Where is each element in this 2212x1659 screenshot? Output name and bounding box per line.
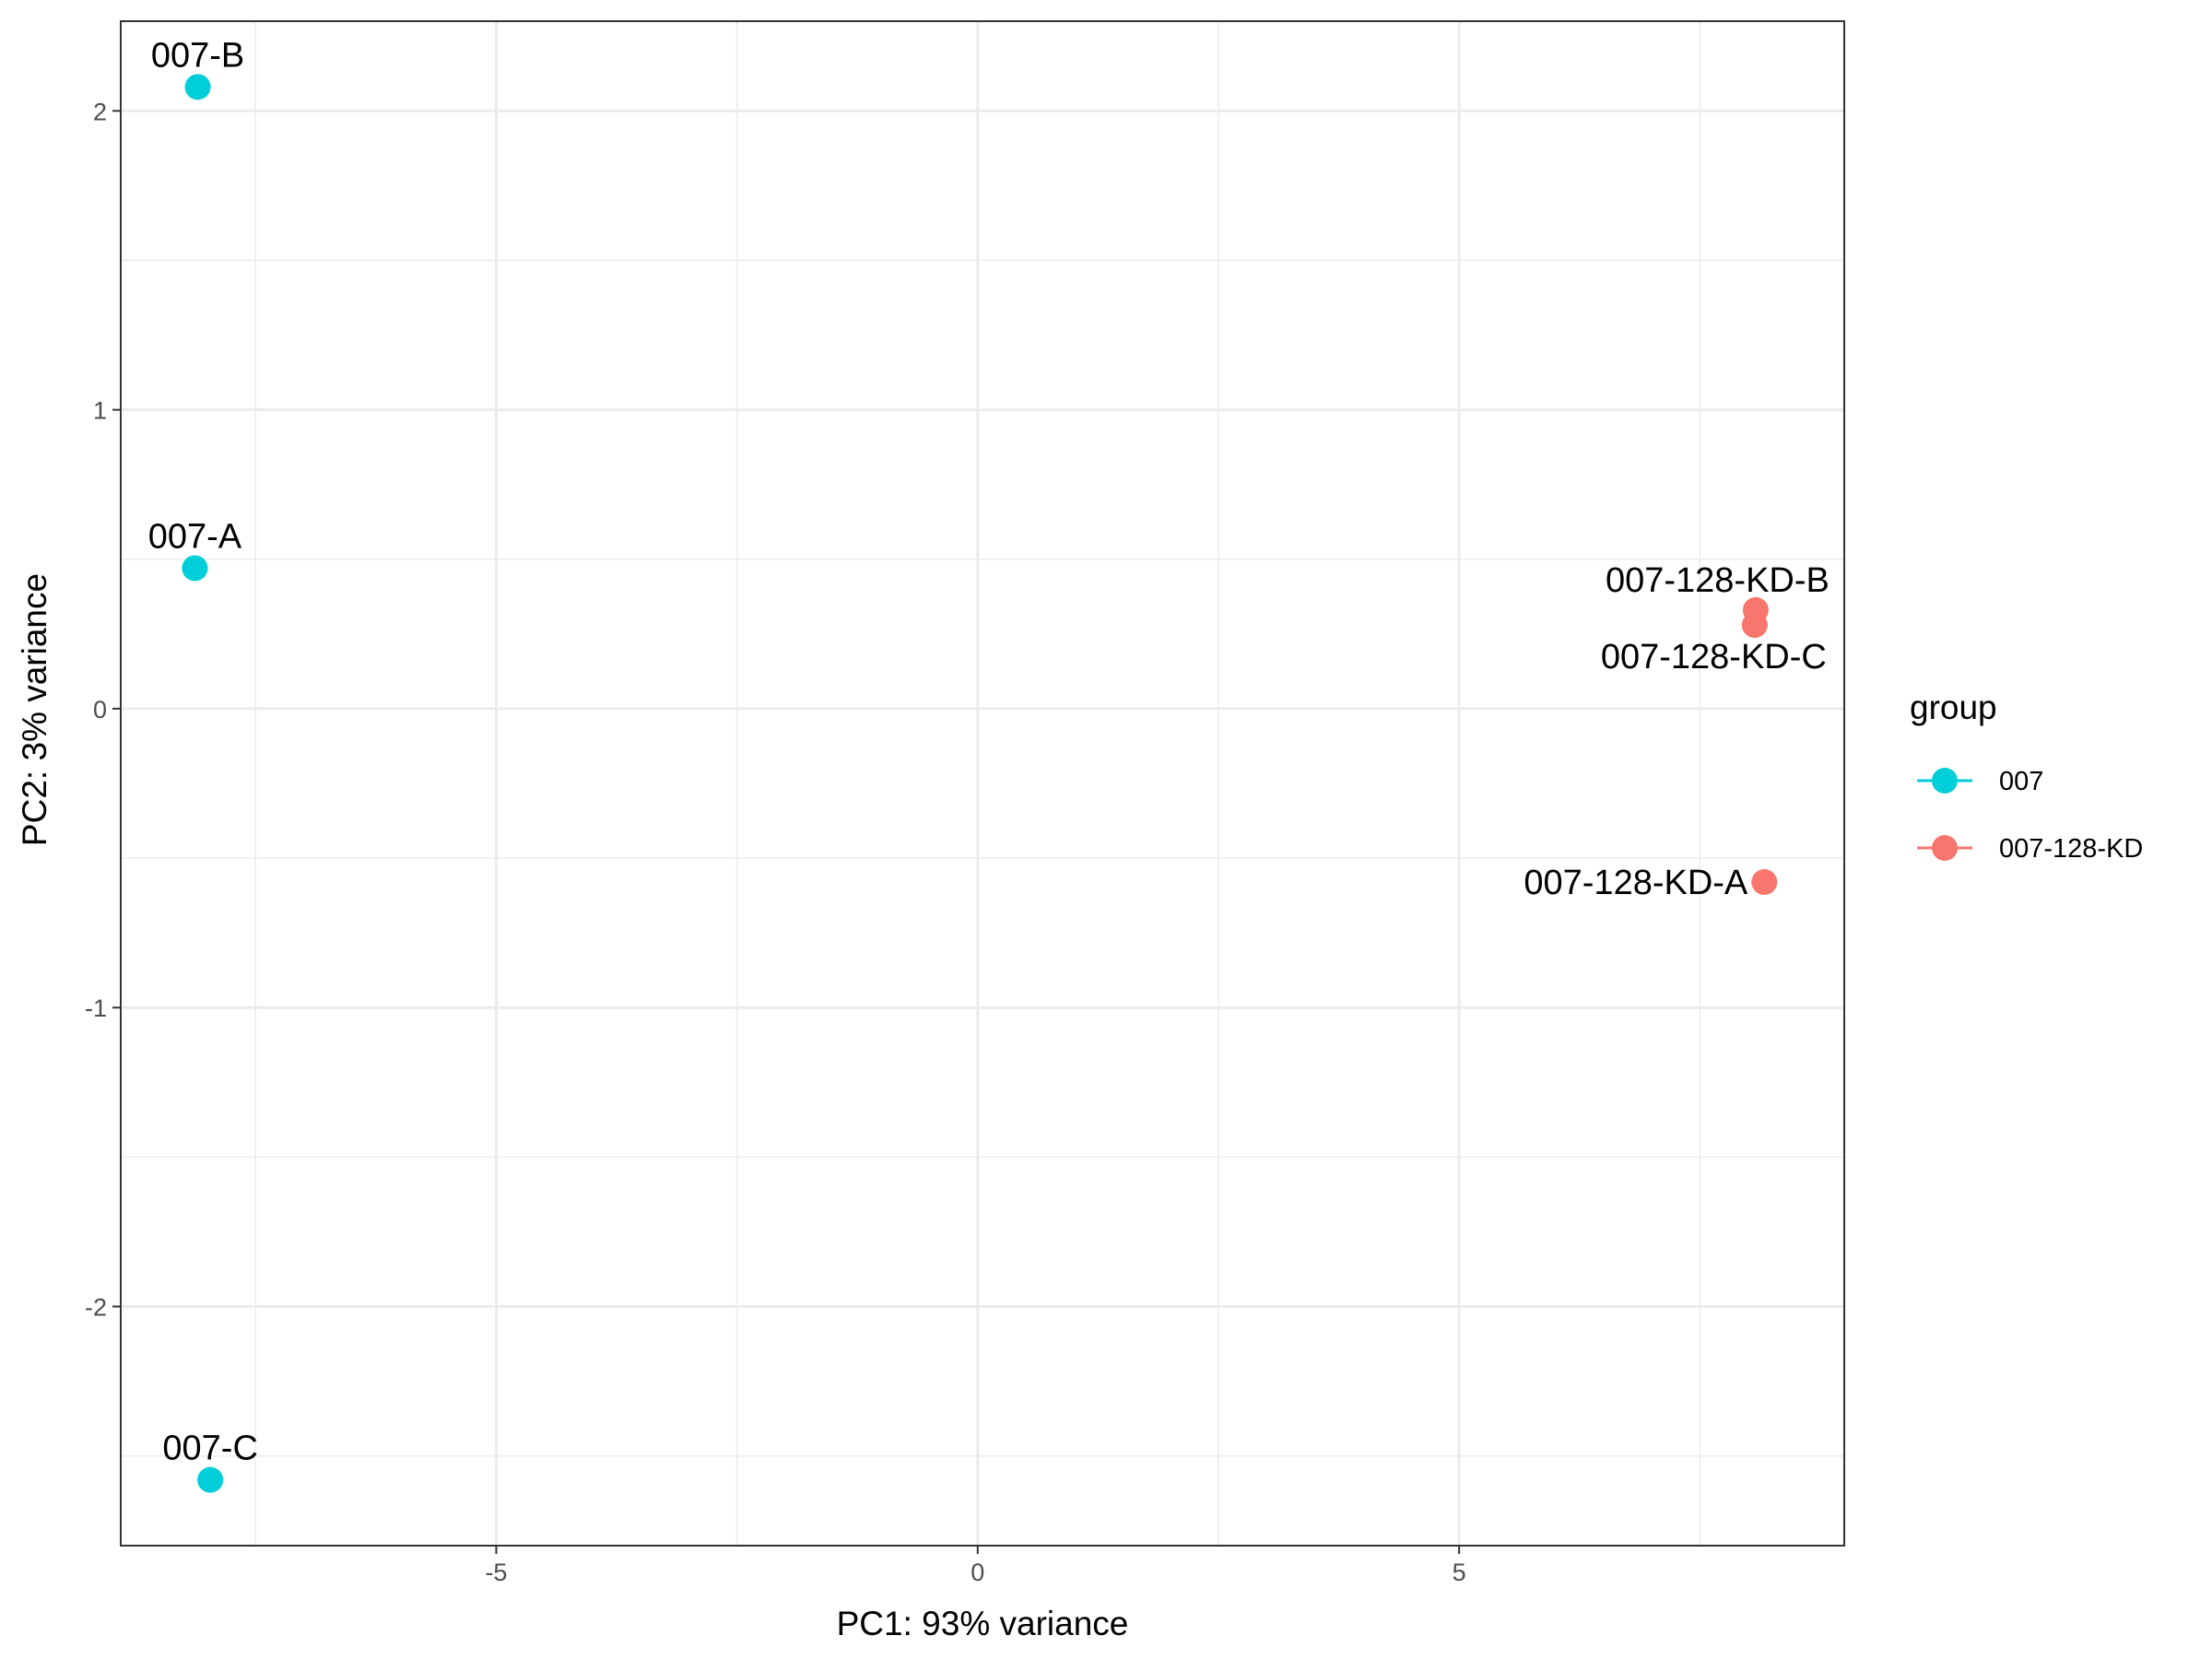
x-axis-title: PC1: 93% variance xyxy=(837,1605,1129,1642)
point-label: 007-C xyxy=(162,1430,258,1468)
y-tick-label: 1 xyxy=(93,397,107,425)
point-labels: 007-B 007-A 007-C 007-128-KD-B 007-128-KD-C 0… xyxy=(148,36,1830,1467)
data-point xyxy=(182,555,208,582)
data-point xyxy=(1751,869,1778,896)
point-label: 007-128-KD-B xyxy=(1606,561,1830,600)
plot-panel-border xyxy=(120,20,1845,1547)
point-label: 007-128-KD-A xyxy=(1524,864,1748,902)
x-axis-ticks: -5 0 5 xyxy=(485,1546,1466,1586)
legend-key-point xyxy=(1932,768,1958,794)
legend-entry-label: 007 xyxy=(1999,767,2043,796)
legend-title: group xyxy=(1910,688,1997,726)
x-tick-label: -5 xyxy=(485,1559,507,1586)
data-point xyxy=(197,1466,224,1493)
legend: group 007 007-128-KD xyxy=(1910,688,2143,864)
point-label: 007-128-KD-C xyxy=(1601,638,1827,677)
legend-key-point xyxy=(1932,835,1958,861)
x-tick-label: 5 xyxy=(1453,1559,1466,1586)
y-tick-label: -1 xyxy=(85,994,107,1022)
y-tick-label: -2 xyxy=(85,1294,107,1322)
y-axis-ticks: -2 -1 0 1 2 xyxy=(85,98,121,1322)
y-tick-label: 2 xyxy=(93,98,107,125)
point-label: 007-A xyxy=(148,517,242,556)
legend-entry-label: 007-128-KD xyxy=(1999,834,2143,864)
data-points xyxy=(182,74,1778,1493)
x-tick-label: 0 xyxy=(971,1559,984,1586)
y-axis-title: PC2: 3% variance xyxy=(16,573,53,846)
data-point xyxy=(184,74,211,100)
point-label: 007-B xyxy=(151,36,244,75)
minor-gridlines xyxy=(121,21,1844,1546)
data-point xyxy=(1741,612,1768,639)
major-gridlines xyxy=(121,21,1844,1546)
y-tick-label: 0 xyxy=(93,696,107,724)
